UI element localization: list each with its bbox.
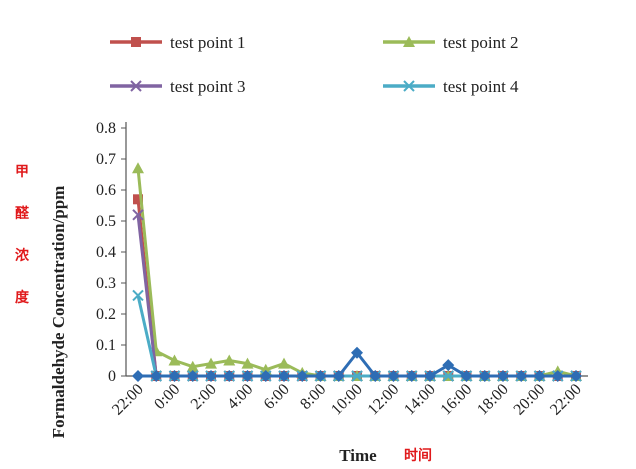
series-5 [132,346,582,382]
x-tick-label: 6:00 [261,381,293,413]
data-point [259,370,272,382]
data-point [570,370,582,382]
x-tick-label: 10:00 [328,381,366,419]
y-tick-label: 0 [108,368,116,385]
data-point [150,370,163,382]
series-4 [132,289,582,382]
data-point [351,370,363,382]
data-point [351,346,363,359]
y-tick-label: 0.6 [96,182,116,199]
legend-swatch-marker [131,37,141,47]
marker-stroke [132,289,144,302]
legend-label: test point 3 [170,77,246,96]
data-point [497,370,509,382]
x-tick-label: 20:00 [511,381,549,419]
x-tick-label: 4:00 [224,381,256,413]
marker-stroke [403,80,415,92]
data-point [132,162,144,174]
legend-entry: test point 1 [110,33,246,52]
data-point [442,370,454,382]
data-point [478,370,491,382]
data-point [424,370,436,382]
data-point [533,370,546,382]
data-point [186,360,199,372]
y-tick-label: 0.1 [96,337,116,354]
data-point [296,370,309,382]
data-point [515,370,528,382]
y-axis-title-cn-char: 度 [15,289,30,306]
y-tick-label: 0.8 [96,120,116,137]
x-axis-title-cn: 时间 [404,447,432,464]
legend-label: test point 1 [170,33,246,52]
x-tick-label: 12:00 [365,381,403,419]
legend-label: test point 4 [443,77,519,96]
legend-swatch-marker [403,36,415,47]
x-tick-label: 18:00 [474,381,512,419]
data-point [405,370,418,382]
x-axis-title: Time [339,446,377,465]
legend-label: test point 2 [443,33,519,52]
legend-swatch-marker [130,80,142,92]
data-point [223,354,236,366]
y-tick-label: 0.7 [96,151,116,168]
marker-stroke [130,80,142,92]
series-line [136,168,577,378]
data-point [551,370,564,382]
y-axis-title: Formaldehyde Concentration/ppm [49,186,68,439]
data-point [205,357,217,369]
y-tick-label: 0.3 [96,275,116,292]
data-point [132,289,144,302]
legend-entry: test point 3 [110,77,246,96]
y-tick-label: 0.5 [96,213,116,230]
x-tick-label: 8:00 [297,381,329,413]
data-point [442,359,455,372]
data-point [186,370,199,382]
legend: test point 1 test point 2 test point 3 test… [110,33,519,96]
data-point [168,370,181,382]
data-point [132,209,144,221]
data-point [460,370,473,382]
data-point [133,194,143,205]
data-point [223,370,236,382]
x-tick-label: 22:00 [547,381,585,419]
x-tick-label: 2:00 [188,381,220,413]
series-layer [132,162,582,382]
data-point [241,370,254,382]
x-tick-label: 22:00 [109,381,147,419]
data-point [205,370,217,382]
x-tick-label: 16:00 [438,381,476,419]
legend-swatch-marker [403,80,415,92]
x-tick-label: 0:00 [151,381,183,413]
x-tick-label: 14:00 [401,381,439,419]
legend-entry: test point 2 [383,33,519,52]
legend-entry: test point 4 [383,77,519,96]
data-point [387,370,400,382]
data-point [168,354,181,366]
data-point [241,357,254,369]
y-axis-title-cn-char: 醛 [15,205,30,222]
y-axis-title-cn-char: 浓 [15,247,30,264]
data-point [132,370,144,382]
y-axis-title-cn-char: 甲 [15,164,29,180]
data-point [314,370,327,382]
data-point [278,357,290,369]
data-point [278,370,290,382]
data-point [369,370,382,382]
y-tick-label: 0.4 [96,244,116,261]
y-tick-label: 0.2 [96,306,116,323]
marker-stroke [132,209,144,221]
marker-stroke [442,370,454,382]
marker-stroke [351,370,363,382]
data-point [332,370,345,382]
